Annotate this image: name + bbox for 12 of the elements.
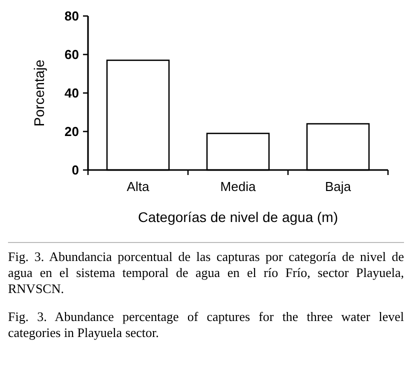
caption: Fig. 3. Abundancia porcentual de las capturas por categoría de nivel de agua en el sistema temporal de agua en el río Frío, sector Playuela, RNVSCN. bbox=[8, 249, 404, 297]
y-tick-label: 0 bbox=[72, 162, 79, 178]
x-axis-title: Categorías de nivel de agua (m) bbox=[138, 209, 338, 225]
x-tick-label: Media bbox=[220, 179, 256, 194]
x-tick-label: Alta bbox=[126, 179, 150, 194]
y-tick-label: 20 bbox=[64, 124, 79, 140]
x-tick-label: Baja bbox=[324, 179, 352, 194]
caption: Fig. 3. Abundance percentage of captures for the three water level categories in Playuela sector. bbox=[8, 309, 404, 341]
y-axis-title: Porcentaje bbox=[31, 59, 47, 126]
y-tick-label: 60 bbox=[64, 47, 79, 62]
y-tick-label: 80 bbox=[64, 8, 79, 24]
y-tick-label: 40 bbox=[64, 86, 79, 101]
